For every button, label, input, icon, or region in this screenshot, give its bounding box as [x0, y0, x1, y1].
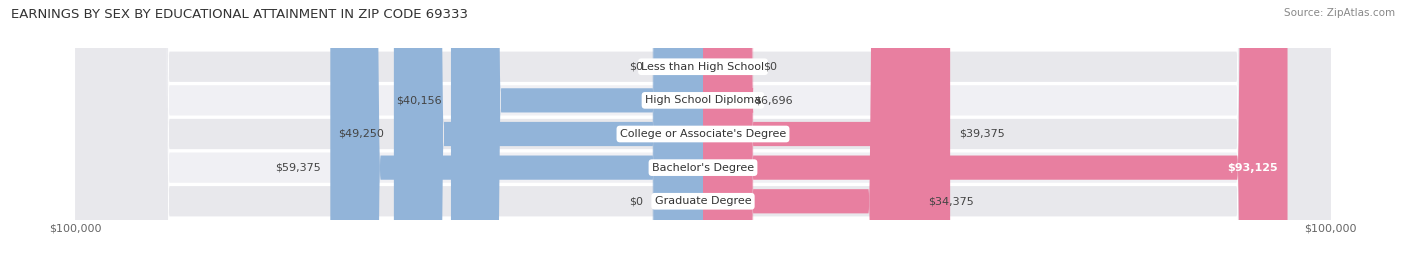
Text: $0: $0	[630, 196, 644, 206]
FancyBboxPatch shape	[330, 0, 703, 268]
Text: Less than High School: Less than High School	[641, 62, 765, 72]
Text: $6,696: $6,696	[755, 95, 793, 105]
FancyBboxPatch shape	[703, 0, 1288, 268]
Text: $40,156: $40,156	[396, 95, 441, 105]
FancyBboxPatch shape	[703, 0, 754, 268]
Text: $0: $0	[630, 62, 644, 72]
FancyBboxPatch shape	[76, 0, 1330, 268]
Text: $93,125: $93,125	[1227, 163, 1278, 173]
FancyBboxPatch shape	[695, 0, 754, 268]
Text: Graduate Degree: Graduate Degree	[655, 196, 751, 206]
FancyBboxPatch shape	[703, 0, 950, 268]
FancyBboxPatch shape	[394, 0, 703, 268]
FancyBboxPatch shape	[76, 0, 1330, 268]
Text: College or Associate's Degree: College or Associate's Degree	[620, 129, 786, 139]
FancyBboxPatch shape	[76, 0, 1330, 268]
FancyBboxPatch shape	[451, 0, 703, 268]
FancyBboxPatch shape	[76, 0, 1330, 268]
FancyBboxPatch shape	[76, 0, 1330, 268]
Text: $39,375: $39,375	[959, 129, 1005, 139]
FancyBboxPatch shape	[652, 0, 703, 268]
Text: Bachelor's Degree: Bachelor's Degree	[652, 163, 754, 173]
Text: $59,375: $59,375	[276, 163, 321, 173]
Text: $49,250: $49,250	[339, 129, 384, 139]
FancyBboxPatch shape	[703, 0, 918, 268]
Text: Source: ZipAtlas.com: Source: ZipAtlas.com	[1284, 8, 1395, 18]
Text: $34,375: $34,375	[928, 196, 974, 206]
Text: High School Diploma: High School Diploma	[645, 95, 761, 105]
Text: $0: $0	[762, 62, 776, 72]
Text: EARNINGS BY SEX BY EDUCATIONAL ATTAINMENT IN ZIP CODE 69333: EARNINGS BY SEX BY EDUCATIONAL ATTAINMEN…	[11, 8, 468, 21]
FancyBboxPatch shape	[652, 0, 703, 268]
